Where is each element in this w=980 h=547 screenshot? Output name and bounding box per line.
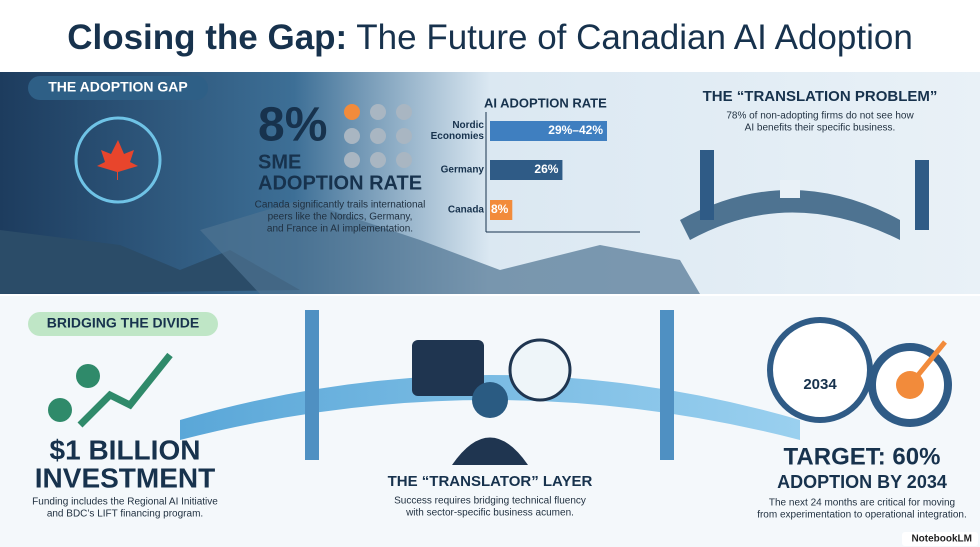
section-label: THE ADOPTION GAP xyxy=(48,79,188,95)
title-bold: Closing the Gap: xyxy=(67,18,347,57)
target-line2: ADOPTION BY 2034 xyxy=(777,472,947,492)
growth-arrow xyxy=(77,352,173,428)
tower xyxy=(305,310,319,460)
investment-text: Funding includes the Regional AI Initiat… xyxy=(32,497,218,508)
title: Closing the Gap: The Future of Canadian … xyxy=(67,18,913,57)
title-rest: The Future of Canadian AI Adoption xyxy=(356,18,913,57)
category-label: Nordic xyxy=(452,120,484,131)
watermark-bg xyxy=(902,532,978,546)
gear xyxy=(396,152,412,168)
bar xyxy=(490,200,513,220)
person-right xyxy=(915,160,929,230)
gap-panel xyxy=(0,72,980,294)
category-label: Germany xyxy=(441,165,485,176)
clock-badge: 2034 xyxy=(803,376,837,393)
code-bubble xyxy=(412,340,484,396)
stat-line1: SME xyxy=(258,151,301,173)
person-left xyxy=(700,150,714,220)
value-label: 29%–42% xyxy=(548,123,603,137)
category-label: Economies xyxy=(431,131,485,142)
broken-bridge xyxy=(680,190,900,240)
gear xyxy=(396,128,412,144)
watermark: NotebookLM xyxy=(911,534,972,545)
label-pill xyxy=(28,312,218,336)
target-arrow xyxy=(908,340,947,387)
translation-title: THE “TRANSLATION PROBLEM” xyxy=(703,88,938,105)
gap-text: and France in AI implementation. xyxy=(267,224,413,235)
translation-text: AI benefits their specific business. xyxy=(745,123,896,134)
bridge-break xyxy=(780,180,800,198)
brain-icon xyxy=(74,116,162,204)
gear xyxy=(370,152,386,168)
stat-line2: ADOPTION RATE xyxy=(258,172,422,194)
stat: 8% xyxy=(258,99,327,152)
cliff-left xyxy=(0,230,300,294)
tower xyxy=(660,310,674,460)
label-pill xyxy=(28,76,208,100)
bar xyxy=(490,160,563,180)
bar xyxy=(490,121,607,141)
gear xyxy=(344,152,360,168)
value-label: 8% xyxy=(491,202,509,216)
section-label: BRIDGING THE DIVIDE xyxy=(47,315,199,331)
target-text: The next 24 months are critical for movi… xyxy=(769,498,955,509)
cliff-mid xyxy=(200,200,700,294)
maple-leaf xyxy=(97,140,138,180)
clock xyxy=(767,317,873,423)
investment-line2: INVESTMENT xyxy=(35,462,215,493)
translator-body xyxy=(452,437,528,465)
translation-text: 78% of non-adopting firms do not see how xyxy=(726,111,914,122)
gap-text: peers like the Nordics, Germany, xyxy=(268,212,413,223)
translator-text: with sector-specific business acumen. xyxy=(405,508,574,519)
category-label: Canada xyxy=(448,205,485,216)
gear xyxy=(370,104,386,120)
target-text: from experimentation to operational inte… xyxy=(757,510,967,521)
coin xyxy=(48,398,72,422)
gear xyxy=(370,128,386,144)
gear xyxy=(344,104,360,120)
target-line1: TARGET: 60% xyxy=(784,443,941,470)
investment-line1: $1 BILLION xyxy=(50,434,201,465)
bridge xyxy=(180,375,800,440)
coin xyxy=(76,364,100,388)
value-label: 26% xyxy=(534,162,558,176)
gear xyxy=(396,104,412,120)
chart-bubble xyxy=(508,338,572,402)
investment-text: and BDC’s LIFT financing program. xyxy=(47,509,203,520)
gap-text: Canada significantly trails internationa… xyxy=(255,200,426,211)
gear xyxy=(344,128,360,144)
gears xyxy=(344,104,412,168)
translator-title: THE “TRANSLATOR” LAYER xyxy=(388,473,593,490)
translator-head xyxy=(472,382,508,418)
translator-text: Success requires bridging technical flue… xyxy=(394,496,586,507)
chart-title: AI ADOPTION RATE xyxy=(484,95,607,110)
